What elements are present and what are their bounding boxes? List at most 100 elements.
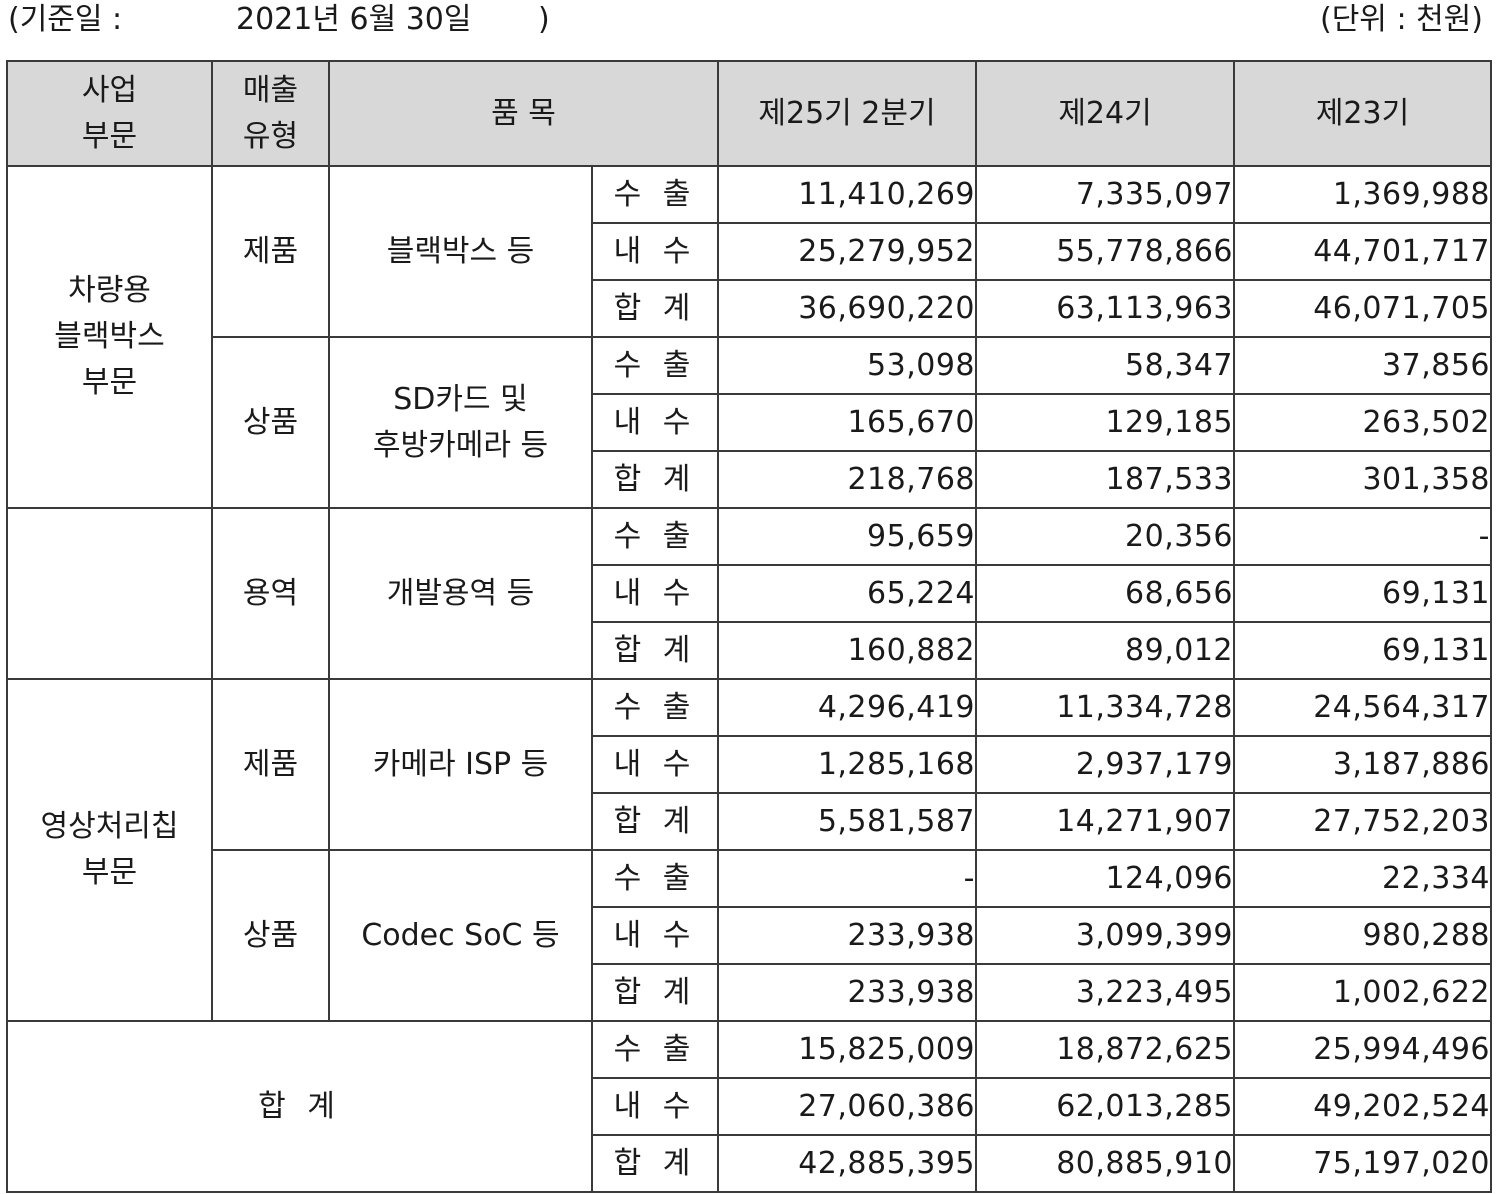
- sales-type-cell: 제품: [211, 165, 330, 338]
- period1-value: 233,938: [717, 906, 977, 965]
- table-row: 합 계 160,882 89,012 69,131: [7, 621, 1492, 680]
- table-caption: (기준일 : 2021년 6월 30일 ) (단위 : 천원): [0, 0, 1497, 52]
- sales-kind-cell: 합 계: [591, 1134, 719, 1193]
- period1-value: -: [717, 849, 977, 908]
- item-cell: 블랙박스 등: [328, 165, 593, 338]
- header-row: 사업 부문 매출 유형 품 목 제25기 2분기 제24기 제23기: [6, 60, 1492, 167]
- period1-value: 53,098: [717, 336, 977, 395]
- header-division: 사업 부문: [6, 60, 213, 167]
- period1-value: 4,296,419: [717, 678, 977, 737]
- header-item: 품 목: [328, 60, 719, 167]
- table-row: 합 계 36,690,220 63,113,963 46,071,705: [7, 279, 1492, 338]
- sales-kind-cell: 내 수: [591, 906, 719, 965]
- period1-value: 218,768: [717, 450, 977, 509]
- table-row: 내 수 65,224 68,656 69,131: [7, 564, 1492, 623]
- period3-value: 69,131: [1233, 564, 1492, 623]
- period3-value: 22,334: [1233, 849, 1492, 908]
- division-cell: 차량용 블랙박스 부문: [6, 165, 213, 509]
- period1-value: 42,885,395: [717, 1134, 977, 1193]
- period2-value: 187,533: [975, 450, 1235, 509]
- base-date-label: (기준일 :: [8, 2, 123, 37]
- period2-value: 55,778,866: [975, 222, 1235, 281]
- period3-value: 69,131: [1233, 621, 1492, 680]
- total-row: 합 계 42,885,395 80,885,910 75,197,020: [7, 1134, 1492, 1193]
- sales-kind-cell: 내 수: [591, 564, 719, 623]
- period2-value: 80,885,910: [975, 1134, 1235, 1193]
- sales-kind-cell: 수 출: [591, 336, 719, 395]
- table-row: 내 수 165,670 129,185 263,502: [7, 393, 1492, 452]
- sales-type-cell: 제품: [211, 678, 330, 851]
- period2-value: 18,872,625: [975, 1020, 1235, 1079]
- period2-value: 129,185: [975, 393, 1235, 452]
- period2-value: 63,113,963: [975, 279, 1235, 338]
- table-row: 합 계 233,938 3,223,495 1,002,622: [7, 963, 1492, 1022]
- period3-value: 1,002,622: [1233, 963, 1492, 1022]
- period2-value: 3,099,399: [975, 906, 1235, 965]
- period3-value: 24,564,317: [1233, 678, 1492, 737]
- period3-value: 37,856: [1233, 336, 1492, 395]
- period1-value: 25,279,952: [717, 222, 977, 281]
- period3-value: 3,187,886: [1233, 735, 1492, 794]
- period2-value: 3,223,495: [975, 963, 1235, 1022]
- header-period3: 제23기: [1233, 60, 1492, 167]
- period1-value: 11,410,269: [717, 165, 977, 224]
- period1-value: 233,938: [717, 963, 977, 1022]
- sales-table: 사업 부문 매출 유형 품 목 제25기 2분기 제24기 제23기 차량용 블랙박스…: [6, 60, 1492, 1193]
- period1-value: 95,659: [717, 507, 977, 566]
- sales-kind-cell: 내 수: [591, 393, 719, 452]
- sales-kind-cell: 합 계: [591, 621, 719, 680]
- sales-type-cell: 상품: [211, 336, 330, 509]
- period2-value: 20,356: [975, 507, 1235, 566]
- item-cell: Codec SoC 등: [328, 849, 593, 1022]
- period1-value: 5,581,587: [717, 792, 977, 851]
- sales-kind-cell: 합 계: [591, 279, 719, 338]
- period3-value: 49,202,524: [1233, 1077, 1492, 1136]
- total-row: 내 수 27,060,386 62,013,285 49,202,524: [7, 1077, 1492, 1136]
- period2-value: 124,096: [975, 849, 1235, 908]
- sales-type-cell: 상품: [211, 849, 330, 1022]
- period1-value: 27,060,386: [717, 1077, 977, 1136]
- period3-value: 25,994,496: [1233, 1020, 1492, 1079]
- period2-value: 62,013,285: [975, 1077, 1235, 1136]
- period3-value: 27,752,203: [1233, 792, 1492, 851]
- period2-value: 68,656: [975, 564, 1235, 623]
- period2-value: 58,347: [975, 336, 1235, 395]
- unit-label: (단위 : 천원): [1320, 2, 1483, 37]
- total-label: 합 계: [6, 1020, 593, 1193]
- header-sales-type: 매출 유형: [211, 60, 330, 167]
- table-row: 합 계 218,768 187,533 301,358: [7, 450, 1492, 509]
- period3-value: 1,369,988: [1233, 165, 1492, 224]
- period3-value: 46,071,705: [1233, 279, 1492, 338]
- period3-value: -: [1233, 507, 1492, 566]
- sales-kind-cell: 내 수: [591, 1077, 719, 1136]
- period2-value: 7,335,097: [975, 165, 1235, 224]
- base-date-close: ): [538, 2, 550, 37]
- period3-value: 980,288: [1233, 906, 1492, 965]
- sales-kind-cell: 수 출: [591, 1020, 719, 1079]
- period3-value: 301,358: [1233, 450, 1492, 509]
- sales-kind-cell: 수 출: [591, 507, 719, 566]
- sales-kind-cell: 수 출: [591, 678, 719, 737]
- sales-kind-cell: 합 계: [591, 963, 719, 1022]
- header-period2: 제24기: [975, 60, 1235, 167]
- item-cell: 개발용역 등: [328, 507, 593, 680]
- table-row: 내 수 1,285,168 2,937,179 3,187,886: [7, 735, 1492, 794]
- sales-kind-cell: 내 수: [591, 735, 719, 794]
- sales-kind-cell: 합 계: [591, 792, 719, 851]
- sales-kind-cell: 내 수: [591, 222, 719, 281]
- period1-value: 15,825,009: [717, 1020, 977, 1079]
- division-cell: [6, 507, 213, 680]
- sales-kind-cell: 합 계: [591, 450, 719, 509]
- period1-value: 160,882: [717, 621, 977, 680]
- period3-value: 263,502: [1233, 393, 1492, 452]
- base-date-value: 2021년 6월 30일: [236, 2, 472, 37]
- period2-value: 89,012: [975, 621, 1235, 680]
- sales-kind-cell: 수 출: [591, 165, 719, 224]
